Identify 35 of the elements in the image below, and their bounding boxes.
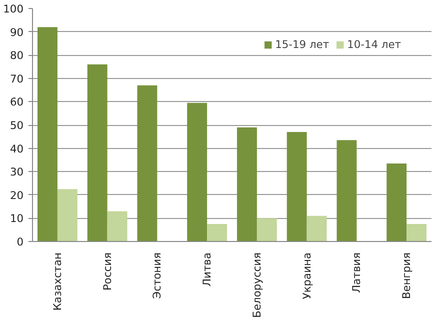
y-tick-label: 30	[10, 166, 24, 179]
legend-label: 15-19 лет	[275, 38, 330, 51]
y-tick-label: 90	[10, 26, 24, 39]
y-tick-label: 0	[16, 236, 24, 248]
x-tick-label: Казахстан	[50, 252, 64, 311]
bar	[336, 140, 357, 242]
bar	[236, 127, 257, 242]
x-tick-label: Литва	[200, 252, 214, 286]
y-tick-label: 80	[10, 49, 24, 62]
legend-label: 10-14 лет	[347, 38, 401, 51]
x-tick-label: Латвия	[350, 252, 364, 293]
x-tick-label: Украина	[300, 252, 314, 300]
y-tick-label: 100	[3, 2, 24, 16]
y-tick-label: 70	[10, 72, 24, 86]
bar	[187, 102, 208, 242]
y-tick-label: 10	[10, 212, 24, 226]
bar	[57, 189, 78, 242]
y-tick-label: 20	[10, 188, 24, 202]
bar	[256, 218, 277, 242]
bar	[306, 216, 327, 242]
y-tick-label: 50	[10, 119, 24, 132]
y-tick-label: 40	[10, 142, 24, 156]
bar	[386, 163, 407, 242]
bar	[207, 224, 228, 242]
x-tick-label: Россия	[100, 252, 114, 290]
bar	[286, 132, 307, 242]
x-tick-label: Эстония	[150, 252, 164, 299]
bar	[37, 27, 58, 242]
x-tick-label: Белоруссия	[250, 252, 264, 318]
bar	[87, 64, 108, 242]
bar	[107, 211, 128, 242]
y-tick-label: 60	[10, 96, 24, 109]
bar	[406, 224, 427, 242]
x-tick-label: Венгрия	[400, 252, 414, 300]
bar	[137, 85, 158, 242]
